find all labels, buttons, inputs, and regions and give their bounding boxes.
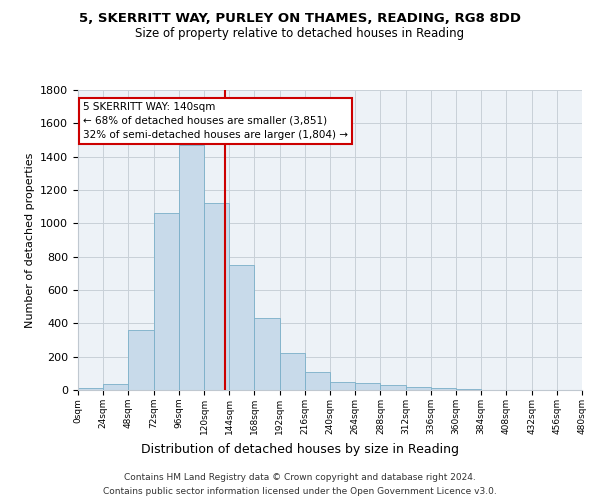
Bar [128, 330, 154, 390]
Text: 5 SKERRITT WAY: 140sqm
← 68% of detached houses are smaller (3,851)
32% of semi-: 5 SKERRITT WAY: 140sqm ← 68% of detached… [83, 102, 348, 140]
Bar [380, 385, 406, 390]
Text: Contains public sector information licensed under the Open Government Licence v3: Contains public sector information licen… [103, 488, 497, 496]
Bar [103, 384, 128, 390]
Text: 5, SKERRITT WAY, PURLEY ON THAMES, READING, RG8 8DD: 5, SKERRITT WAY, PURLEY ON THAMES, READI… [79, 12, 521, 26]
Text: Size of property relative to detached houses in Reading: Size of property relative to detached ho… [136, 28, 464, 40]
Bar [305, 372, 330, 390]
Bar [355, 382, 380, 390]
Bar [154, 214, 179, 390]
Bar [254, 318, 280, 390]
Bar [456, 389, 481, 390]
Text: Distribution of detached houses by size in Reading: Distribution of detached houses by size … [141, 442, 459, 456]
Bar [330, 382, 355, 390]
Bar [280, 352, 305, 390]
Bar [406, 386, 431, 390]
Bar [431, 388, 456, 390]
Text: Contains HM Land Registry data © Crown copyright and database right 2024.: Contains HM Land Registry data © Crown c… [124, 472, 476, 482]
Bar [229, 265, 254, 390]
Y-axis label: Number of detached properties: Number of detached properties [25, 152, 35, 328]
Bar [179, 145, 204, 390]
Bar [204, 204, 229, 390]
Bar [78, 388, 103, 390]
